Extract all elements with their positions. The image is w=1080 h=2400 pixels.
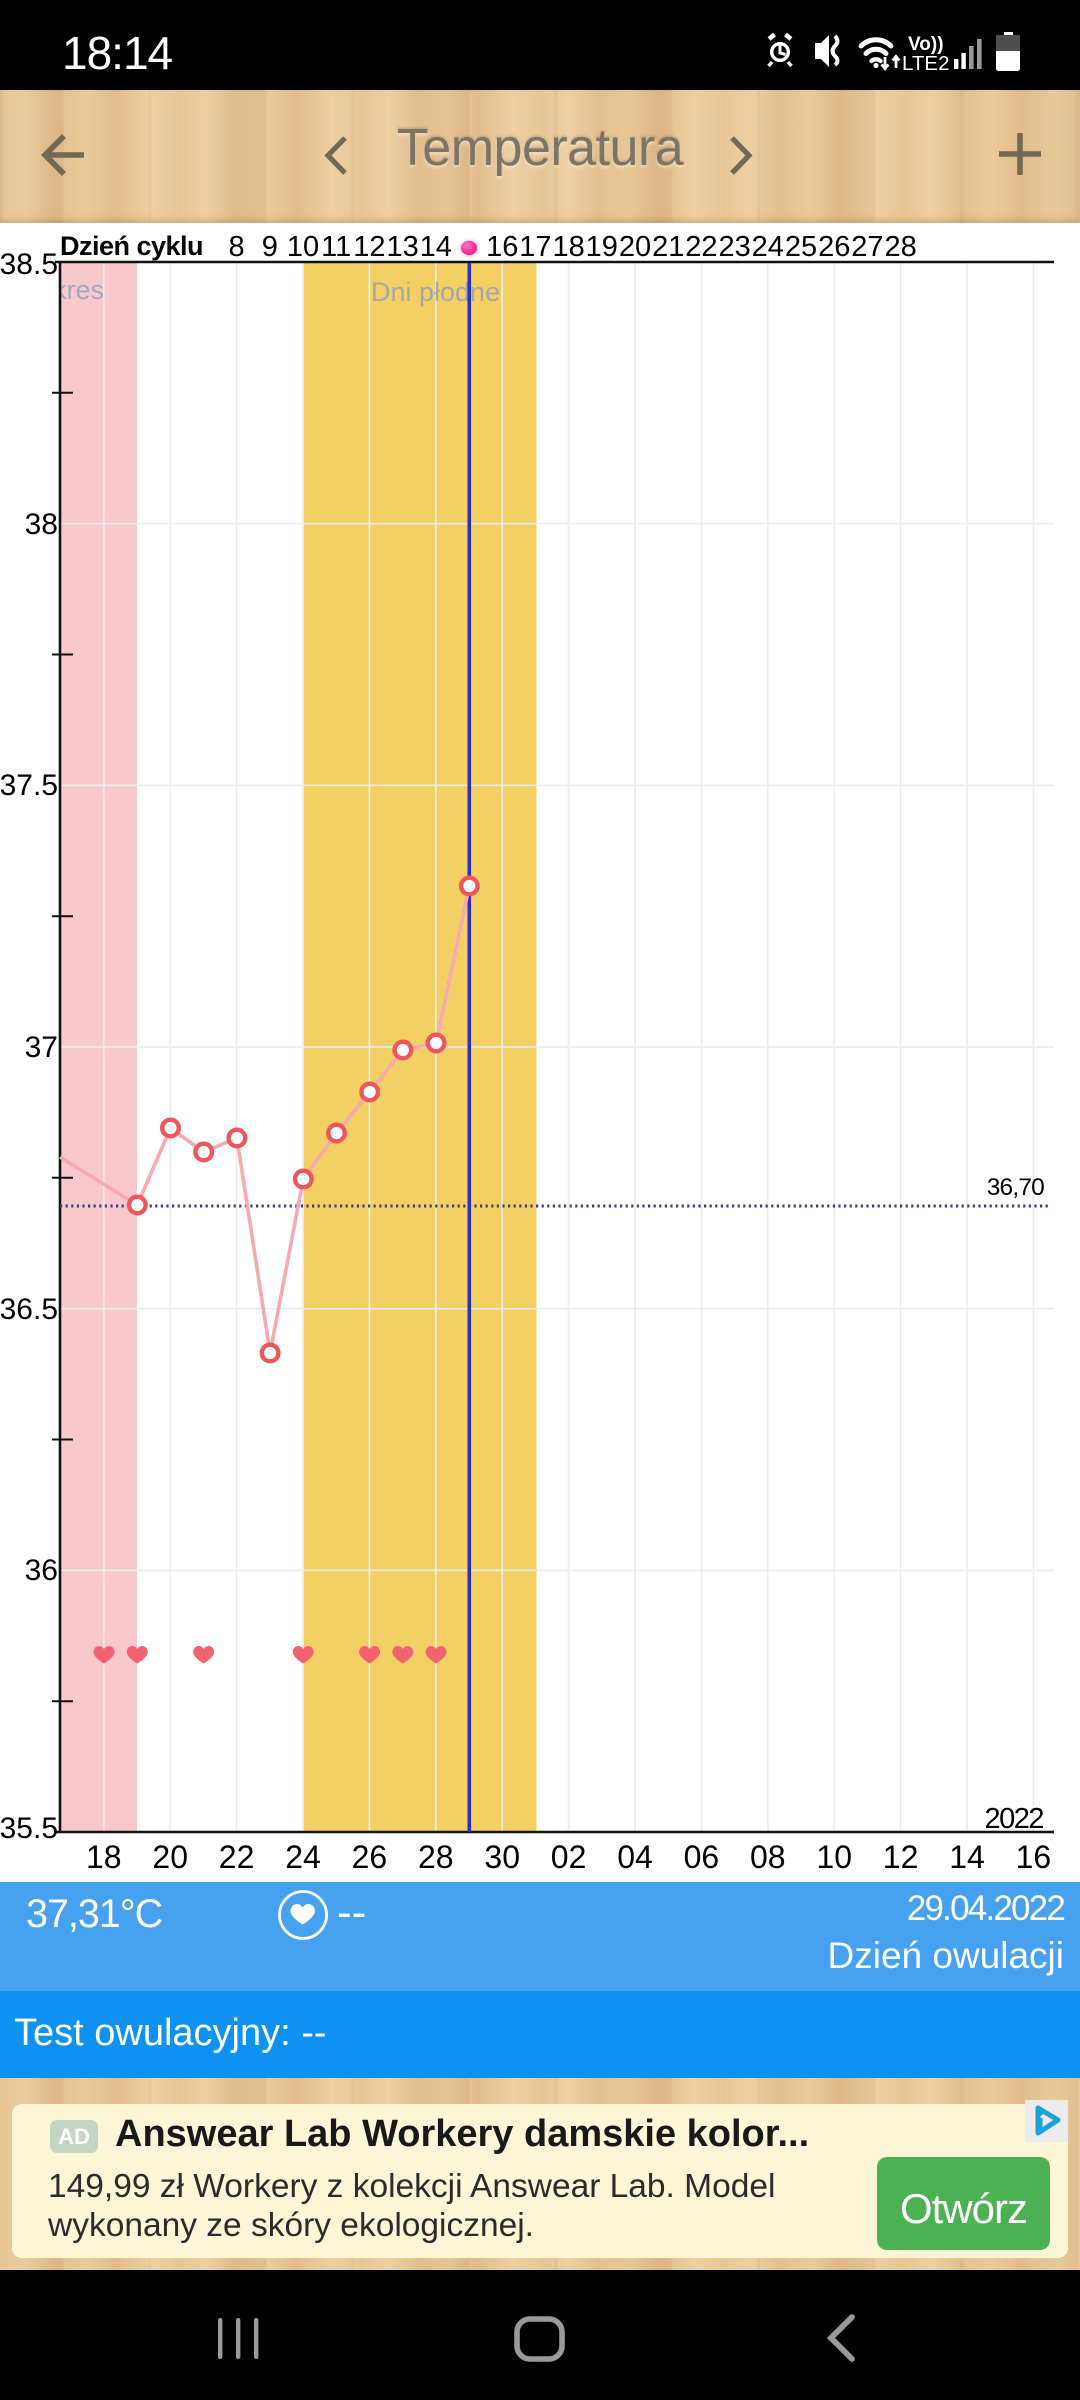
- svg-text:28: 28: [884, 231, 916, 263]
- svg-text:17: 17: [519, 231, 551, 263]
- svg-text:04: 04: [617, 1839, 653, 1875]
- svg-text:11: 11: [321, 231, 351, 263]
- svg-text:38: 38: [25, 508, 58, 541]
- svg-text:22: 22: [685, 231, 717, 263]
- svg-text:30: 30: [484, 1839, 520, 1875]
- svg-text:24: 24: [752, 231, 784, 263]
- svg-text:14: 14: [420, 231, 452, 263]
- svg-text:36: 36: [25, 1554, 58, 1587]
- svg-text:10: 10: [816, 1839, 852, 1875]
- svg-text:LTE2: LTE2: [902, 52, 949, 72]
- svg-text:28: 28: [418, 1839, 454, 1875]
- svg-text:37.5: 37.5: [0, 769, 58, 802]
- svg-text:20: 20: [619, 231, 651, 263]
- svg-text:24: 24: [285, 1839, 321, 1875]
- svg-text:26: 26: [818, 231, 850, 263]
- svg-text:25: 25: [785, 231, 817, 263]
- svg-text:Dni płodne: Dni płodne: [371, 277, 500, 307]
- svg-text:38.5: 38.5: [0, 248, 58, 281]
- svg-text:Vo)): Vo)): [908, 34, 944, 55]
- svg-text:35.5: 35.5: [0, 1812, 58, 1845]
- svg-text:20: 20: [152, 1839, 188, 1875]
- svg-text:37: 37: [25, 1031, 58, 1064]
- svg-text:18: 18: [552, 231, 584, 263]
- svg-text:14: 14: [949, 1839, 985, 1875]
- svg-text:16: 16: [1016, 1839, 1052, 1875]
- svg-text:12: 12: [353, 231, 385, 263]
- svg-text:Okres: Okres: [32, 275, 104, 305]
- svg-text:8: 8: [229, 231, 245, 263]
- svg-text:12: 12: [883, 1839, 919, 1875]
- svg-text:13: 13: [386, 231, 418, 263]
- svg-text:23: 23: [718, 231, 750, 263]
- svg-text:Dzień cyklu: Dzień cyklu: [60, 231, 203, 261]
- svg-text:22: 22: [219, 1839, 255, 1875]
- svg-text:21: 21: [652, 231, 684, 263]
- svg-text:36.5: 36.5: [0, 1293, 58, 1326]
- svg-text:19: 19: [586, 231, 618, 263]
- svg-text:2022: 2022: [984, 1803, 1043, 1835]
- svg-text:16: 16: [486, 231, 518, 263]
- svg-text:10: 10: [287, 231, 319, 263]
- svg-text:02: 02: [551, 1839, 587, 1875]
- svg-text:18: 18: [86, 1839, 122, 1875]
- svg-text:36,70: 36,70: [987, 1174, 1044, 1201]
- svg-text:26: 26: [352, 1839, 388, 1875]
- svg-text:9: 9: [262, 231, 278, 263]
- svg-text:06: 06: [684, 1839, 720, 1875]
- svg-text:27: 27: [851, 231, 883, 263]
- svg-text:08: 08: [750, 1839, 786, 1875]
